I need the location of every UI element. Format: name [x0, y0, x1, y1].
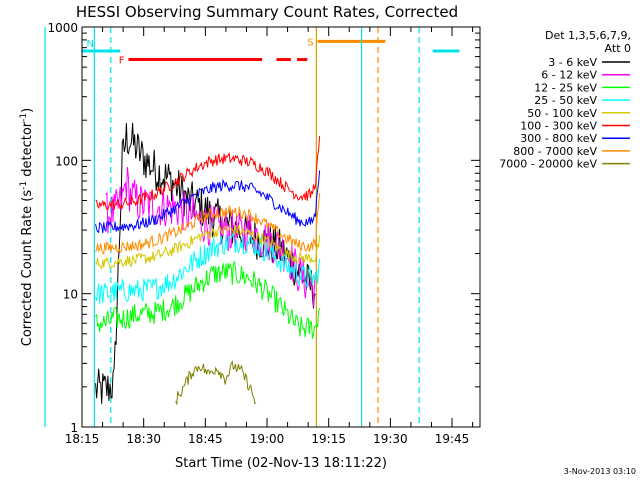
- legend-label-5: 50 - 100 keV: [527, 107, 597, 120]
- x-axis-label: Start Time (02-Nov-13 18:11:22): [175, 456, 387, 471]
- legend-header-line-2: Att 0: [605, 42, 631, 55]
- series-line-4: [95, 232, 321, 305]
- flag-label-s: S: [307, 37, 313, 48]
- legend-label-6: 100 - 300 keV: [520, 120, 597, 133]
- y-axis-label: Corrected Count Rate (s-1 detector-1): [19, 108, 35, 346]
- series-line-9: [175, 360, 257, 406]
- legend-label-9: 7000 - 20000 keV: [499, 158, 597, 171]
- chart-title: HESSI Observing Summary Count Rates, Cor…: [76, 3, 458, 21]
- y-axis-label-end: ): [20, 108, 35, 113]
- x-tick-label-5: 19:15: [311, 432, 346, 446]
- x-axis: 18:15 18:30 18:45 19:00 19:15 19:30 19:45: [65, 27, 474, 446]
- observing-flags: N F S: [82, 37, 460, 67]
- series-line-6: [95, 136, 321, 211]
- series-line-5: [95, 224, 321, 270]
- series-line-7: [95, 170, 321, 234]
- legend-label-8: 800 - 7000 keV: [513, 145, 597, 158]
- y-axis-label-mid: detector: [20, 121, 35, 181]
- flag-label-f: F: [119, 56, 125, 67]
- y-tick-label-3: 100: [55, 154, 78, 168]
- plot-frame: [81, 26, 481, 428]
- legend-label-3: 12 - 25 keV: [534, 81, 597, 94]
- x-tick-label-7: 19:45: [435, 432, 470, 446]
- flag-label-n: N: [87, 39, 94, 50]
- y-tick-label-4: 1000: [47, 21, 78, 35]
- count-rate-series: [95, 122, 321, 406]
- legend-label-2: 6 - 12 keV: [541, 69, 597, 82]
- y-axis-label-main: Corrected Count Rate (s: [20, 190, 35, 347]
- series-line-3: [95, 259, 321, 339]
- y-tick-label-1: 1: [70, 421, 78, 435]
- x-tick-label-4: 19:00: [250, 432, 285, 446]
- footer-date: 3-Nov-2013 03:10: [564, 467, 636, 476]
- x-tick-label-3: 18:45: [188, 432, 223, 446]
- legend-label-7: 300 - 800 keV: [520, 132, 597, 145]
- series-line-8: [95, 192, 321, 256]
- x-tick-label-6: 19:30: [373, 432, 408, 446]
- attenuator-and-night-markers: [44, 27, 420, 427]
- x-tick-label-1: 18:15: [65, 432, 100, 446]
- legend-label-1: 3 - 6 keV: [548, 56, 597, 69]
- y-axis: 1 10 100 1000: [47, 21, 480, 435]
- y-axis-label-sup1: -1: [19, 181, 29, 190]
- legend-label-4: 25 - 50 keV: [534, 94, 597, 107]
- legend-header-line-1: Det 1,3,5,6,7,9,: [545, 29, 631, 42]
- y-axis-label-sup2: -1: [19, 113, 29, 122]
- y-tick-label-2: 10: [63, 288, 78, 302]
- x-tick-label-2: 18:30: [126, 432, 161, 446]
